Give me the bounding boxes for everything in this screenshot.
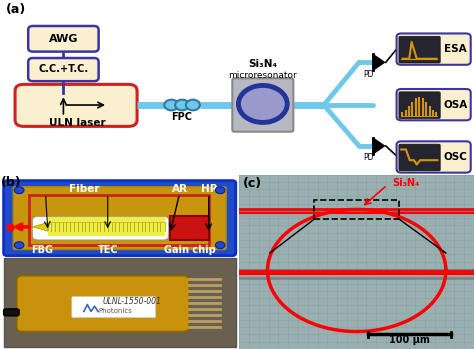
Text: Photonics: Photonics: [98, 307, 132, 314]
Text: AWG: AWG: [49, 34, 78, 44]
Text: HR: HR: [201, 184, 218, 194]
Circle shape: [164, 100, 178, 110]
Bar: [48, 231, 165, 237]
Text: Si₃N₄: Si₃N₄: [248, 59, 277, 69]
Text: FPC: FPC: [172, 112, 192, 122]
Circle shape: [238, 86, 287, 122]
FancyBboxPatch shape: [399, 92, 440, 119]
Bar: [48, 223, 165, 231]
FancyBboxPatch shape: [17, 276, 189, 332]
FancyBboxPatch shape: [397, 141, 471, 173]
Text: ESA: ESA: [444, 44, 466, 54]
Text: FBG: FBG: [31, 245, 53, 255]
Text: OSC: OSC: [443, 152, 467, 162]
Text: (a): (a): [6, 3, 26, 16]
Text: (c): (c): [243, 177, 262, 190]
Text: OSA: OSA: [443, 100, 467, 110]
Bar: [29, 195, 210, 245]
FancyBboxPatch shape: [13, 187, 226, 250]
Circle shape: [215, 187, 225, 194]
Text: PD: PD: [363, 69, 374, 79]
Text: PD: PD: [363, 153, 374, 162]
Polygon shape: [373, 138, 384, 154]
FancyBboxPatch shape: [397, 89, 471, 120]
Text: C.C.+T.C.: C.C.+T.C.: [38, 65, 89, 74]
Text: (b): (b): [1, 176, 22, 189]
Circle shape: [215, 242, 225, 248]
Text: AR: AR: [172, 184, 188, 194]
Polygon shape: [373, 54, 384, 70]
Text: Si₃N₄: Si₃N₄: [392, 178, 419, 188]
FancyBboxPatch shape: [4, 309, 19, 316]
FancyBboxPatch shape: [28, 58, 99, 81]
Circle shape: [14, 187, 24, 194]
FancyBboxPatch shape: [28, 26, 99, 52]
FancyBboxPatch shape: [4, 181, 236, 255]
Bar: [170, 216, 210, 240]
FancyBboxPatch shape: [399, 36, 440, 63]
FancyBboxPatch shape: [15, 84, 137, 126]
Text: TEC: TEC: [97, 245, 118, 255]
Circle shape: [14, 242, 24, 248]
FancyBboxPatch shape: [72, 297, 155, 318]
Text: ULN laser: ULN laser: [49, 118, 106, 128]
Text: ULNL-1550-001: ULNL-1550-001: [102, 297, 161, 306]
Bar: [48, 217, 165, 223]
Text: 100 μm: 100 μm: [389, 335, 430, 345]
Bar: [4, 258, 236, 347]
Text: Fiber: Fiber: [69, 184, 99, 194]
Polygon shape: [32, 223, 48, 231]
Text: microresonator: microresonator: [228, 71, 297, 80]
Circle shape: [175, 100, 189, 110]
Circle shape: [186, 100, 200, 110]
Text: Gain chip: Gain chip: [164, 245, 216, 255]
Bar: [314, 200, 399, 219]
FancyBboxPatch shape: [399, 144, 440, 171]
FancyBboxPatch shape: [397, 34, 471, 65]
FancyBboxPatch shape: [232, 78, 293, 132]
FancyBboxPatch shape: [32, 216, 169, 240]
